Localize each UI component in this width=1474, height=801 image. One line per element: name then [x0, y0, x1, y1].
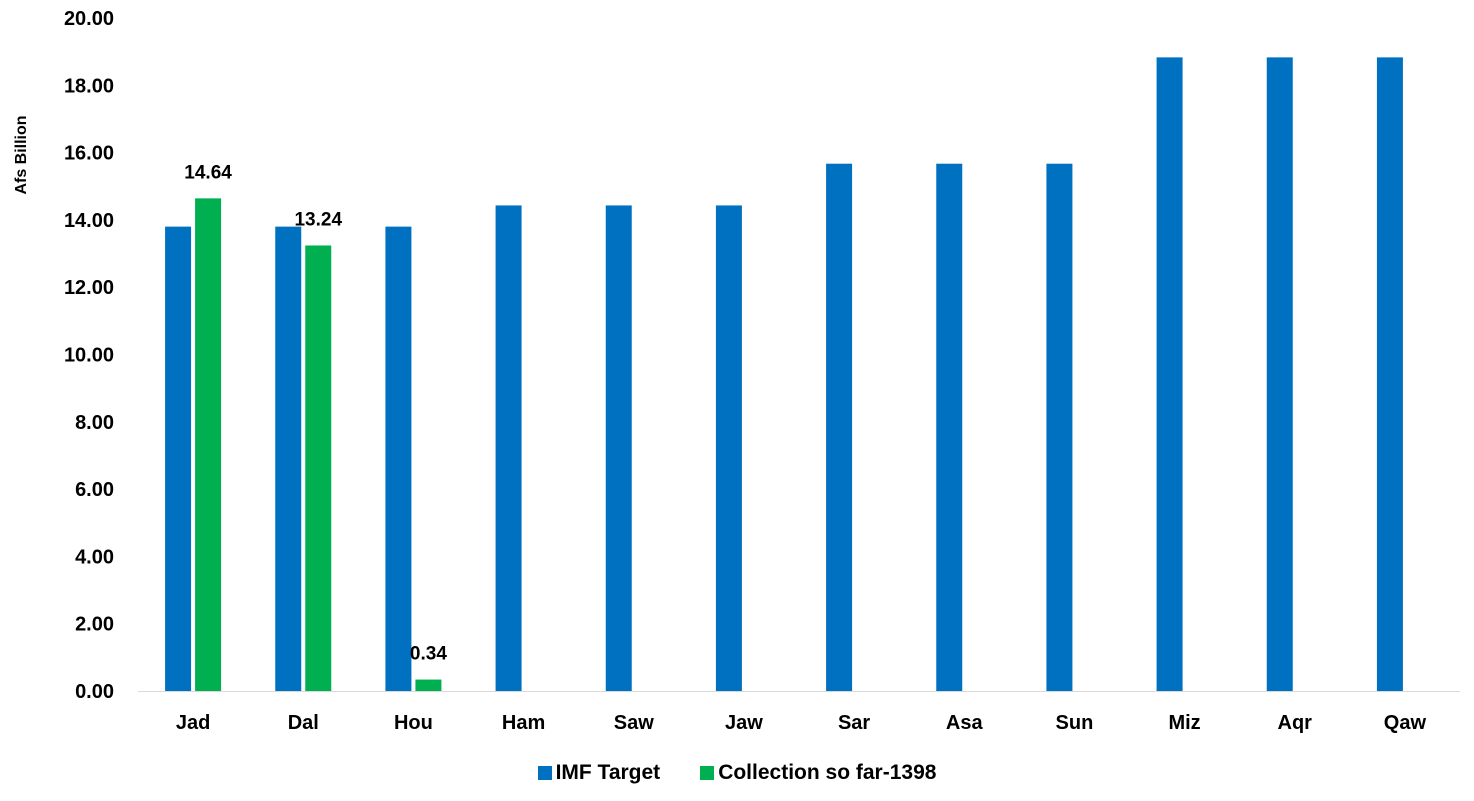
x-tick-label: Miz: [1168, 712, 1200, 734]
bar-imf-target: [826, 164, 852, 691]
data-label: 0.34: [410, 644, 447, 665]
x-tick-label: Asa: [946, 712, 984, 734]
bar-collection: [305, 245, 331, 691]
bar-imf-target: [385, 227, 411, 691]
y-tick-label: 14.00: [64, 210, 114, 232]
bar-imf-target: [165, 227, 191, 691]
x-tick-label: Saw: [614, 712, 654, 734]
x-tick-label: Jaw: [725, 712, 763, 734]
y-tick-label: 10.00: [64, 345, 114, 367]
y-tick-label: 18.00: [64, 75, 114, 97]
bar-imf-target: [1377, 57, 1403, 691]
bar-imf-target: [606, 205, 632, 691]
x-tick-label: Sar: [838, 712, 870, 734]
data-label: 13.24: [294, 209, 342, 230]
legend-item-collection: Collection so far-1398: [700, 761, 936, 785]
x-tick-label: Hou: [394, 712, 433, 734]
x-tick-label: Qaw: [1384, 712, 1427, 734]
bar-imf-target: [1267, 57, 1293, 691]
y-tick-label: 0.00: [75, 681, 114, 703]
x-tick-label: Dal: [288, 712, 319, 734]
y-tick-label: 4.00: [75, 546, 114, 568]
legend-item-imf-target: IMF Target: [538, 761, 661, 785]
y-tick-label: 16.00: [64, 143, 114, 165]
x-tick-label: Ham: [502, 712, 545, 734]
data-label: 14.64: [184, 162, 232, 183]
bar-imf-target: [1157, 57, 1183, 691]
bar-imf-target: [1046, 164, 1072, 691]
bar-imf-target: [496, 205, 522, 691]
bar-collection: [415, 680, 441, 691]
y-tick-label: 8.00: [75, 412, 114, 434]
bar-collection: [195, 198, 221, 691]
x-tick-label: Jad: [176, 712, 210, 734]
x-tick-label: Aqr: [1278, 712, 1313, 734]
legend-label-imf-target: IMF Target: [556, 761, 661, 785]
y-tick-label: 6.00: [75, 479, 114, 501]
y-tick-label: 12.00: [64, 277, 114, 299]
y-tick-label: 20.00: [64, 8, 114, 30]
bar-imf-target: [936, 164, 962, 691]
legend: IMF Target Collection so far-1398: [0, 758, 1474, 788]
legend-swatch-collection: [700, 766, 714, 780]
y-axis-label: Afs Billion: [13, 115, 31, 194]
legend-label-collection: Collection so far-1398: [718, 761, 936, 785]
bar-imf-target: [275, 227, 301, 691]
bar-imf-target: [716, 205, 742, 691]
y-tick-label: 2.00: [75, 614, 114, 636]
x-tick-label: Sun: [1056, 712, 1094, 734]
legend-swatch-imf-target: [538, 766, 552, 780]
